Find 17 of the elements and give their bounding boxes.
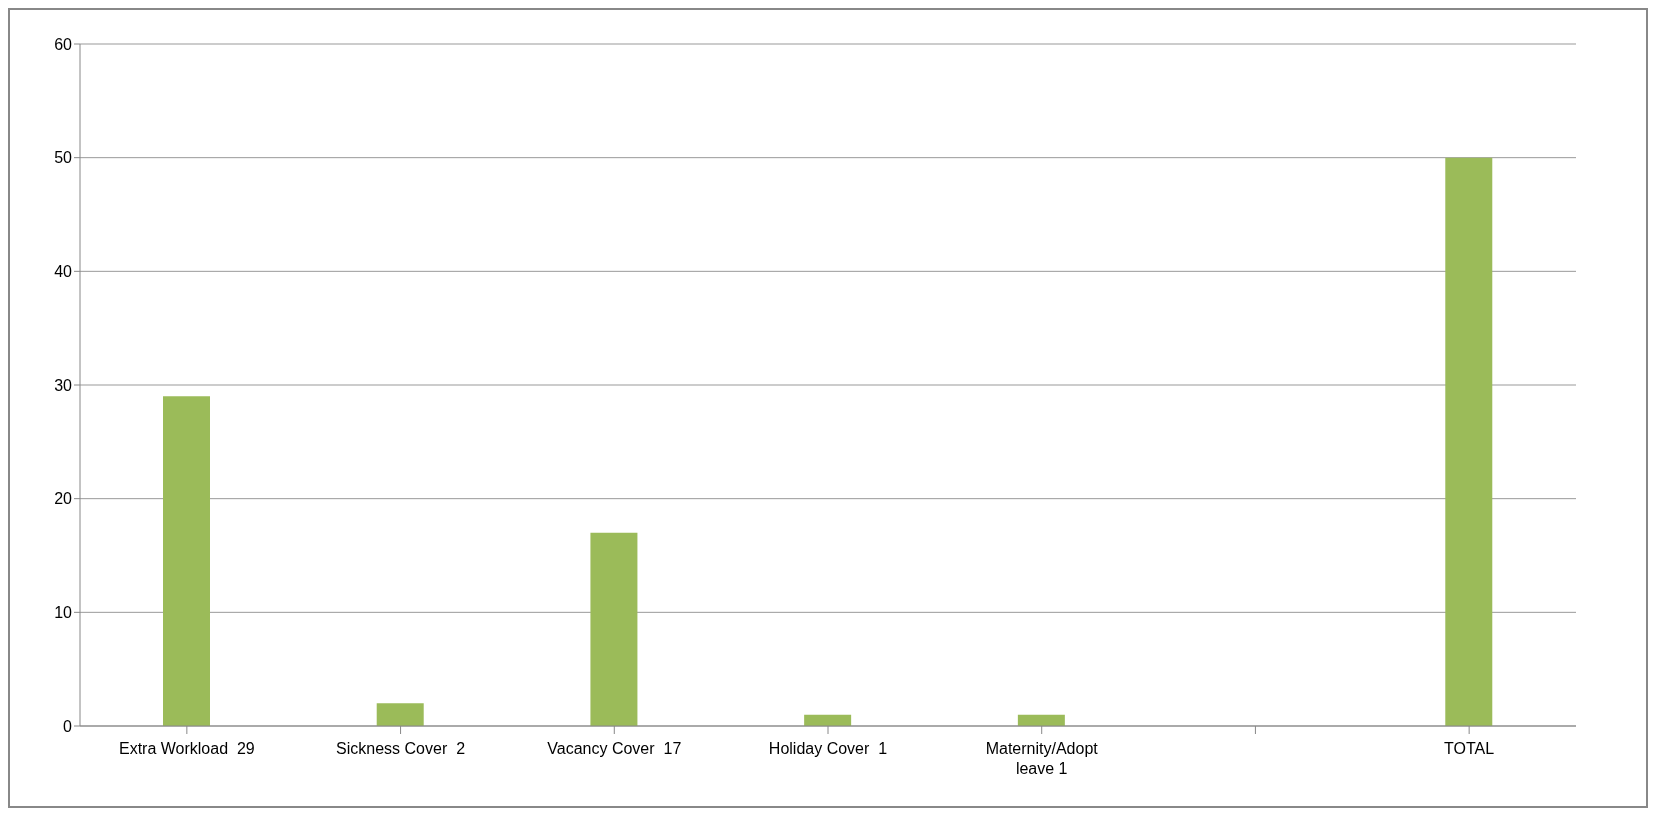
y-tick-label: 60 <box>54 35 73 53</box>
y-tick-label: 20 <box>54 490 73 508</box>
x-tick-label: TOTAL <box>1444 740 1495 757</box>
x-tick-label: Holiday Cover 1 <box>768 740 888 757</box>
x-tick-label: Maternity/Adopt leave 1 <box>985 740 1099 777</box>
y-tick-label: 10 <box>54 604 73 622</box>
y-tick-label: 50 <box>54 149 73 167</box>
bar <box>376 703 424 726</box>
x-tick-label: Vacancy Cover 17 <box>547 740 682 757</box>
bar <box>590 532 638 726</box>
x-tick-label: Sickness Cover 2 <box>336 740 466 757</box>
bar <box>1445 157 1493 726</box>
y-tick-label: 0 <box>63 717 73 735</box>
x-tick-label: Extra Workload 29 <box>118 740 255 757</box>
y-tick-label: 30 <box>54 376 73 394</box>
y-tick-label: 40 <box>54 263 73 281</box>
bar <box>163 396 210 726</box>
